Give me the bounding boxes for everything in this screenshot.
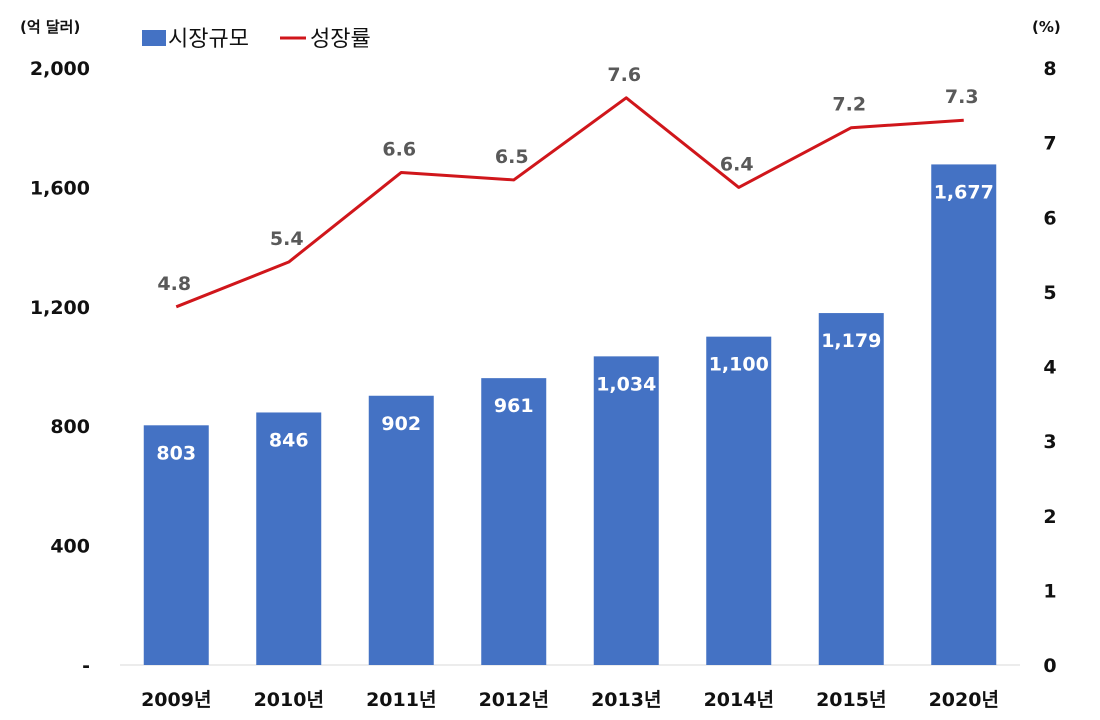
bar (368, 395, 434, 665)
right-tick-label: 2 (1043, 506, 1056, 528)
legend-line-label: 성장률 (310, 27, 371, 52)
right-tick-label: 6 (1043, 207, 1056, 229)
right-tick-label: 4 (1043, 357, 1056, 379)
right-axis: 0 1 2 3 4 5 6 7 8 (1043, 58, 1056, 677)
x-tick-label: 2010년 (254, 689, 324, 711)
bar-value-label: 902 (381, 413, 421, 435)
bar-value-label: 803 (156, 442, 196, 464)
right-tick-label: 3 (1043, 431, 1056, 453)
bar (931, 164, 997, 665)
x-tick-label: 2009년 (141, 689, 211, 711)
left-axis: - 400 800 1,200 1,600 2,000 (30, 58, 90, 677)
legend-bar-label: 시장규모 (168, 27, 249, 52)
line-value-label: 5.4 (270, 228, 304, 250)
right-tick-label: 1 (1043, 580, 1056, 602)
left-axis-unit: (억 달러) (20, 18, 80, 36)
legend-bar-swatch (142, 30, 166, 46)
bar-value-label: 846 (269, 429, 309, 451)
x-tick-label: 2015년 (816, 689, 886, 711)
left-tick-label: - (82, 655, 90, 677)
bar-value-label: 1,100 (709, 354, 769, 376)
line-value-label: 6.4 (720, 153, 754, 175)
x-tick-label: 2013년 (591, 689, 661, 711)
bar (481, 378, 547, 665)
line-value-label: 7.6 (607, 64, 641, 86)
bar-value-label: 1,034 (596, 373, 656, 395)
x-tick-label: 2012년 (479, 689, 549, 711)
bar (593, 356, 659, 665)
line-value-label: 7.3 (945, 86, 979, 108)
right-tick-label: 5 (1043, 282, 1056, 304)
line-series: 4.8 5.4 6.6 6.5 7.6 6.4 7.2 7.3 (157, 64, 979, 309)
left-tick-label: 2,000 (30, 58, 90, 80)
left-tick-label: 1,600 (30, 177, 90, 199)
bar (256, 412, 322, 665)
x-axis: 2009년 2010년 2011년 2012년 2013년 2014년 2015년 2020년 (141, 689, 999, 711)
line-value-label: 6.5 (495, 146, 529, 168)
bar-series: 803 846 902 961 1,034 1,100 1,179 1,677 (143, 164, 997, 665)
x-tick-label: 2014년 (704, 689, 774, 711)
bar (706, 336, 772, 665)
bar-value-label: 1,179 (821, 330, 881, 352)
bar (143, 425, 209, 665)
bar-value-label: 1,677 (934, 181, 994, 203)
left-tick-label: 800 (50, 416, 90, 438)
left-tick-label: 400 (50, 536, 90, 558)
growth-line (175, 96, 964, 309)
line-value-label: 6.6 (382, 138, 416, 160)
right-tick-label: 0 (1043, 655, 1056, 677)
line-value-label: 7.2 (832, 94, 866, 116)
right-tick-label: 8 (1043, 58, 1056, 80)
right-tick-label: 7 (1043, 133, 1056, 155)
left-tick-label: 1,200 (30, 297, 90, 319)
bar-value-label: 961 (494, 395, 534, 417)
bar (818, 313, 884, 665)
x-tick-label: 2020년 (929, 689, 999, 711)
line-value-label: 4.8 (157, 273, 191, 295)
right-axis-unit: (%) (1032, 18, 1061, 36)
legend: 시장규모 성장률 (142, 27, 371, 52)
x-tick-label: 2011년 (366, 689, 436, 711)
